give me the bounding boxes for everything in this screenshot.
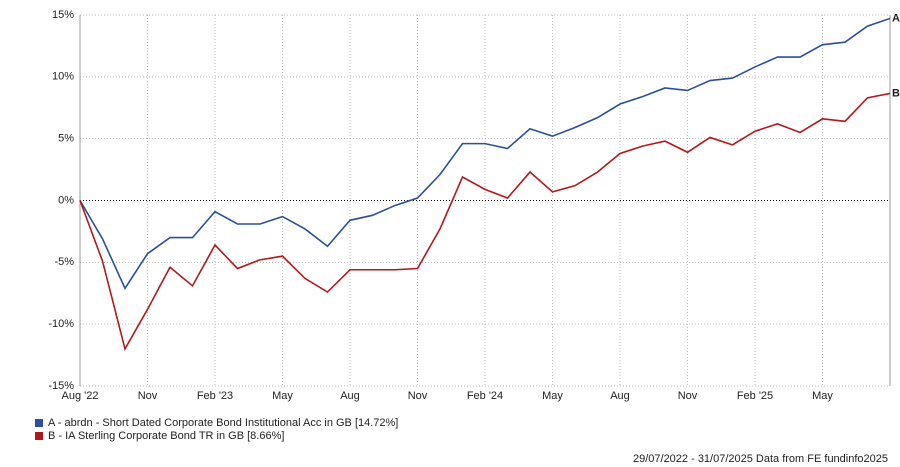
x-tick-label: Aug — [340, 390, 360, 402]
x-tick-label: Nov — [678, 390, 698, 402]
series-line — [79, 92, 891, 352]
end-label: A — [892, 12, 900, 24]
legend-label: A - abrdn - Short Dated Corporate Bond I… — [48, 417, 398, 429]
x-tick-label: Aug '22 — [62, 390, 99, 402]
y-tick-label: -15% — [48, 380, 74, 392]
legend-swatch — [35, 432, 43, 440]
y-tick-label: -10% — [48, 318, 74, 330]
series-line — [79, 17, 891, 290]
x-tick-label: Feb '25 — [737, 390, 773, 402]
end-label: B — [892, 87, 900, 99]
y-tick-label: 15% — [52, 9, 74, 21]
y-tick-label: 5% — [58, 133, 74, 145]
y-tick-label: 0% — [58, 194, 74, 206]
x-tick-label: May — [542, 390, 563, 402]
x-tick-label: May — [272, 390, 293, 402]
footnote: 29/07/2022 - 31/07/2025 Data from FE fun… — [633, 453, 888, 465]
y-tick-label: 10% — [52, 71, 74, 83]
legend-label: B - IA Sterling Corporate Bond TR in GB … — [48, 430, 284, 442]
x-tick-label: Nov — [138, 390, 158, 402]
x-tick-label: Aug — [610, 390, 630, 402]
x-tick-label: Feb '23 — [197, 390, 233, 402]
legend-swatch — [35, 419, 43, 427]
x-tick-label: May — [812, 390, 833, 402]
x-tick-label: Feb '24 — [467, 390, 503, 402]
x-tick-label: Nov — [408, 390, 428, 402]
y-tick-label: -5% — [54, 256, 74, 268]
